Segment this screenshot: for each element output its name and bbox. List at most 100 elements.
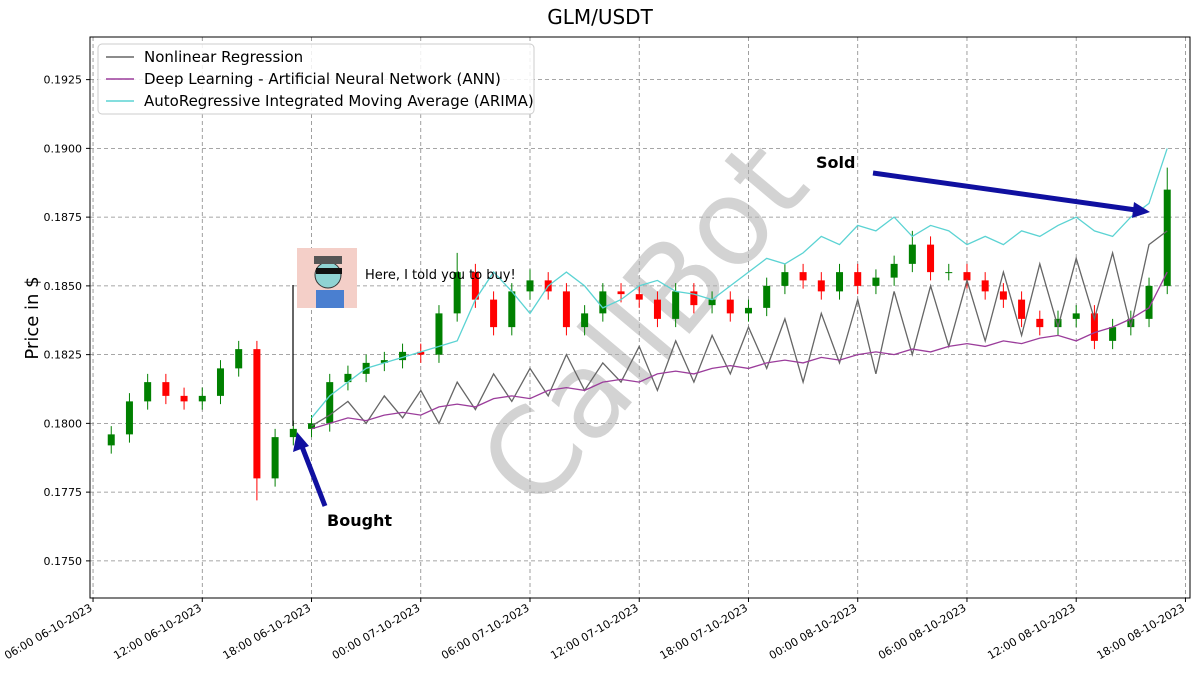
x-tick-label: 18:00 07-10-2023	[658, 601, 750, 662]
candle-body	[1054, 318, 1062, 328]
sold-arrow	[872, 170, 1137, 213]
x-tick-label: 18:00 08-10-2023	[1095, 601, 1187, 662]
x-tick-label: 18:00 06-10-2023	[221, 601, 313, 662]
candle-body	[490, 299, 498, 328]
candle-body	[1127, 318, 1135, 328]
x-tick-label: 00:00 08-10-2023	[767, 601, 859, 662]
candle-body	[908, 244, 916, 264]
candle-body	[1036, 318, 1044, 328]
candle-body	[198, 395, 206, 402]
icon-cap	[314, 256, 342, 264]
candle-body	[581, 313, 589, 328]
candle-body	[617, 291, 625, 295]
candle-body	[562, 291, 570, 328]
candle-body	[326, 382, 334, 424]
y-tick-label: 0.1800	[44, 417, 83, 430]
candle-body	[799, 272, 807, 281]
candle-body	[1163, 189, 1171, 286]
plot-frame	[89, 36, 1191, 599]
candle-body	[854, 272, 862, 286]
bought-arrow	[298, 443, 328, 507]
candle-body	[435, 313, 443, 355]
y-tick-label: 0.1875	[44, 211, 83, 224]
candle-body	[344, 373, 352, 383]
candle-body	[708, 299, 716, 306]
candle-body	[781, 272, 789, 286]
candle-body	[945, 272, 953, 274]
x-tick-label: 12:00 06-10-2023	[111, 601, 203, 662]
candle-body	[125, 401, 133, 435]
candle-body	[417, 351, 425, 355]
sold-label: Sold	[816, 153, 855, 172]
sold-arrowhead	[1132, 202, 1150, 218]
y-tick-label: 0.1925	[44, 74, 83, 87]
candle-body	[380, 360, 388, 363]
x-tick-label: 06:00 06-10-2023	[2, 601, 94, 662]
candle-body	[216, 368, 224, 396]
candle-body	[817, 280, 825, 292]
candle-body	[744, 307, 752, 314]
x-tick-label: 12:00 07-10-2023	[548, 601, 640, 662]
candle-body	[107, 434, 115, 446]
icon-glasses	[316, 268, 342, 274]
series-line	[311, 230, 1168, 427]
candle-body	[1109, 327, 1117, 341]
legend-label: AutoRegressive Integrated Moving Average…	[144, 92, 534, 110]
candle-body	[836, 272, 844, 292]
legend-box	[97, 43, 535, 115]
legend-label: Deep Learning - Artificial Neural Networ…	[144, 70, 501, 88]
y-tick-label: 0.1775	[44, 486, 83, 499]
icon-head	[314, 261, 342, 289]
candle-body	[653, 299, 661, 319]
y-tick-label: 0.1750	[44, 555, 83, 568]
candle-body	[872, 277, 880, 286]
candle-body	[471, 272, 479, 300]
candle-body	[1145, 285, 1153, 319]
candle-body	[289, 428, 297, 438]
candle-body	[180, 395, 188, 402]
candle-body	[927, 244, 935, 273]
y-tick-label: 0.1825	[44, 349, 83, 362]
bought-label: Bought	[327, 511, 392, 530]
x-tick-label: 06:00 08-10-2023	[876, 601, 968, 662]
candle-body	[144, 382, 152, 402]
candle-body	[763, 285, 771, 308]
series-line	[311, 271, 1168, 430]
legend-label: Nonlinear Regression	[144, 48, 303, 66]
candle-body	[635, 294, 643, 300]
candle-body	[1090, 313, 1098, 341]
candle-body	[253, 349, 261, 479]
candle-body	[690, 291, 698, 306]
y-tick-label: 0.1850	[44, 280, 83, 293]
candle-body	[981, 280, 989, 292]
candle-body	[1072, 313, 1080, 319]
x-tick-label: 00:00 07-10-2023	[330, 601, 422, 662]
y-tick-label: 0.1900	[44, 142, 83, 155]
candle-body	[162, 382, 170, 396]
icon-body	[316, 290, 344, 308]
marks	[107, 148, 1171, 501]
legend: Nonlinear Regression Deep Learning - Arti…	[97, 43, 535, 115]
bought-arrowhead	[293, 432, 309, 452]
candle-body	[890, 263, 898, 278]
candle-body	[599, 291, 607, 314]
candle-body	[1018, 299, 1026, 319]
callout-text: Here, I told you to buy!	[365, 268, 516, 283]
y-axis-label: Price in $	[22, 276, 43, 359]
candle-body	[526, 280, 534, 292]
bot-icon	[297, 248, 357, 308]
candle-body	[726, 299, 734, 314]
x-tick-label: 06:00 07-10-2023	[439, 601, 531, 662]
x-tick-label: 12:00 08-10-2023	[985, 601, 1077, 662]
series-line	[310, 148, 1168, 419]
chart-title: GLM/USDT	[547, 5, 653, 29]
candle-body	[399, 351, 407, 361]
candle-body	[271, 437, 279, 479]
candle-body	[963, 272, 971, 281]
candle-body	[453, 272, 461, 314]
candle-body	[508, 291, 516, 328]
candle-body	[672, 291, 680, 319]
candle-body	[999, 291, 1007, 300]
